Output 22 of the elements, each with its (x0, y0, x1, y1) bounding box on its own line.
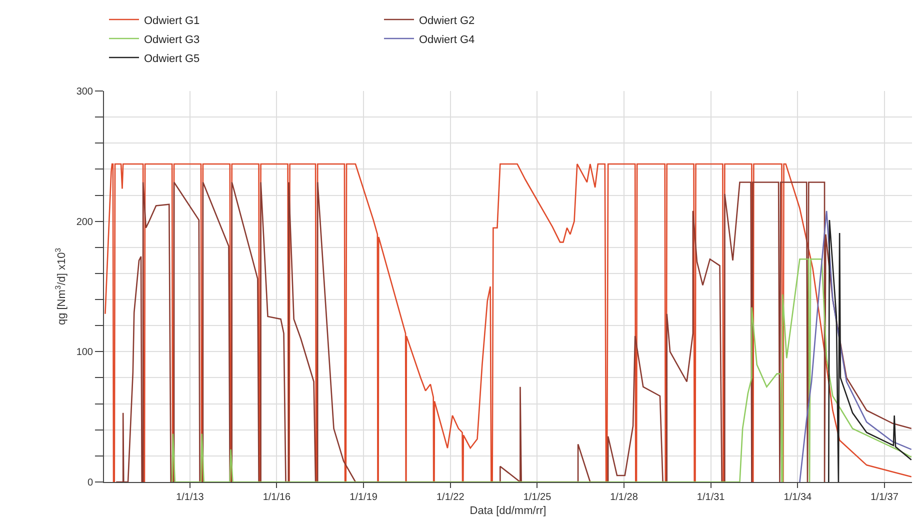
x-tick-label: 1/1/37 (870, 492, 899, 503)
x-tick-label: 1/1/25 (523, 492, 552, 503)
x-tick-label: 1/1/16 (262, 492, 292, 503)
y-tick-label: 0 (87, 478, 94, 488)
line-series (828, 219, 912, 482)
y-tick-label: 300 (76, 86, 94, 98)
legend-label: Odwiert G2 (419, 14, 475, 27)
x-tick-label: 1/1/31 (696, 492, 726, 503)
line-series (171, 258, 912, 482)
x-tick-label: 1/1/19 (350, 492, 378, 503)
y-tick-label: 100 (76, 347, 94, 358)
x-tick-label: 1/1/34 (784, 492, 812, 503)
legend-label: Odwiert G5 (144, 52, 200, 65)
legend-label: Odwiert G1 (144, 14, 200, 27)
x-axis-title: Data [dd/mm/rr] (470, 505, 546, 518)
legend-label: Odwiert G4 (419, 34, 475, 46)
x-tick-label: 1/1/13 (176, 492, 204, 503)
y-tick-label: 200 (76, 216, 94, 228)
x-tick-label: 1/1/28 (610, 492, 638, 503)
legend-label: Odwiert G3 (144, 34, 200, 46)
x-tick-label: 1/1/22 (436, 492, 465, 503)
line-series (799, 210, 912, 482)
